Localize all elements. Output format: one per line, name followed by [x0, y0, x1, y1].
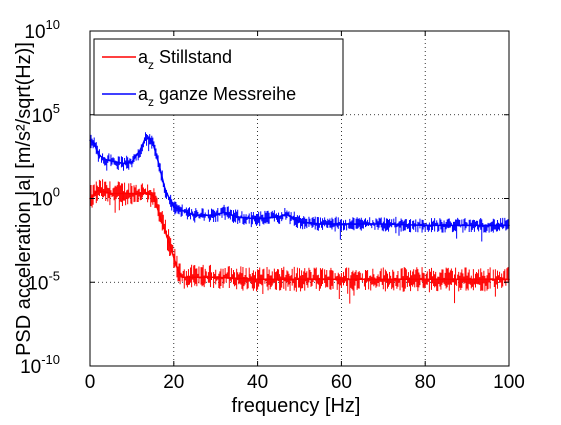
y-tick-exponent: -10 [41, 352, 60, 367]
data-point [143, 139, 146, 142]
data-point [110, 192, 112, 195]
data-point [131, 161, 133, 163]
data-point [160, 172, 163, 175]
x-tick-label: 80 [415, 372, 436, 393]
data-point [93, 142, 95, 145]
data-point [256, 278, 259, 281]
data-point [114, 161, 116, 163]
series-layer [89, 132, 510, 304]
y-tick-label: 100 [32, 185, 60, 211]
data-point [193, 276, 196, 279]
data-point [193, 214, 196, 217]
data-point [147, 192, 150, 195]
data-point [105, 159, 108, 161]
data-point [122, 192, 125, 195]
data-point [152, 142, 154, 145]
data-point [340, 223, 343, 225]
data-point [181, 276, 183, 279]
data-point [97, 154, 100, 156]
data-point [122, 162, 125, 165]
data-point [139, 149, 142, 151]
y-tick-label: 1010 [24, 17, 60, 43]
data-point [298, 221, 301, 223]
data-point [177, 269, 179, 272]
data-point [424, 278, 427, 281]
data-point [97, 189, 100, 192]
legend-box [93, 38, 344, 116]
legend-entry-stillstand: az Stillstand [102, 47, 232, 72]
data-point [173, 206, 175, 209]
y-tick-label: 105 [32, 101, 60, 127]
x-tick-label: 20 [163, 372, 184, 393]
data-point [214, 276, 217, 279]
data-point [319, 223, 322, 225]
data-point [156, 206, 158, 209]
data-point [382, 223, 385, 225]
x-axis-label: frequency [Hz] [232, 395, 361, 417]
y-tick-exponent: -5 [48, 268, 60, 283]
x-tick-label: 60 [331, 372, 352, 393]
data-point [466, 224, 468, 227]
series-line [89, 189, 509, 281]
y-tick-base: 10 [24, 22, 45, 43]
data-point [131, 192, 133, 195]
data-point [298, 278, 301, 281]
data-point [235, 216, 238, 218]
series-ganze-messreihe [89, 132, 510, 242]
legend-label-stillstand: az Stillstand [138, 47, 232, 72]
data-point [466, 278, 468, 281]
x-tick-label: 100 [493, 372, 525, 393]
data-point [164, 231, 167, 233]
y-tick-base: 10 [20, 357, 41, 378]
legend-label-ganze-messreihe: az ganze Messreihe [138, 84, 296, 109]
data-point [214, 214, 217, 217]
data-point [152, 194, 154, 197]
data-point [256, 218, 259, 220]
data-point [424, 224, 427, 227]
data-point [139, 192, 142, 195]
legend-entry-ganze-messreihe: az ganze Messreihe [102, 84, 296, 109]
data-point [173, 256, 175, 259]
y-tick-base: 10 [32, 190, 53, 211]
data-point [277, 216, 280, 218]
y-axis-label: PSD acceleration |a| [m/s²/sqrt(Hz)] [13, 42, 35, 356]
data-point [223, 211, 225, 214]
x-tick-label: 40 [247, 372, 268, 393]
y-tick-exponent: 5 [53, 101, 60, 116]
data-point [164, 189, 167, 192]
y-tick-exponent: 0 [53, 185, 60, 200]
x-tick-label: 0 [85, 372, 96, 393]
y-tick-base: 10 [27, 273, 48, 294]
data-point [147, 137, 150, 139]
y-tick-label: 10-10 [20, 352, 60, 378]
y-tick-base: 10 [32, 106, 53, 127]
y-tick-label: 10-5 [27, 268, 60, 294]
data-point [382, 278, 385, 281]
y-tick-exponent: 10 [46, 17, 60, 32]
legend: az Stillstand az ganze Messreihe [93, 38, 344, 116]
data-point [286, 213, 288, 215]
data-point [156, 156, 158, 158]
data-point [340, 278, 343, 281]
